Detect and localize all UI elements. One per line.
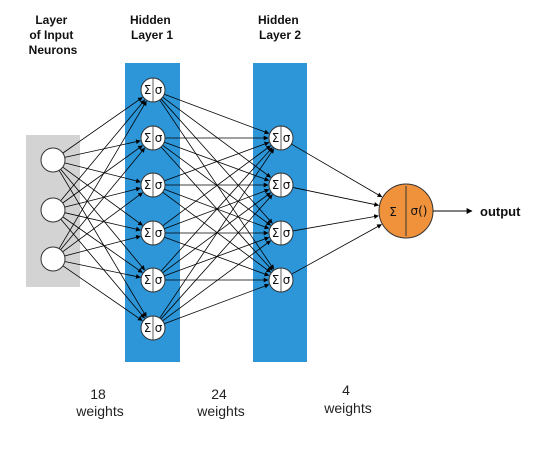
- sum-symbol: Σ: [144, 131, 152, 145]
- edge-input-2-h1-5: [62, 265, 143, 321]
- sigma-symbol: σ: [283, 273, 291, 287]
- sigma-symbol: σ: [155, 131, 163, 145]
- sigma-symbol: σ: [283, 131, 291, 145]
- output-sum-symbol: Σ: [389, 205, 397, 219]
- edge-h1-5-h2-2: [162, 240, 271, 322]
- edge-h1-0-h2-1: [162, 96, 271, 178]
- weights-label-1: 18 weights: [75, 386, 123, 419]
- output-neuron: Σ σ(): [378, 183, 434, 239]
- edge-h1-2-h2-0: [164, 141, 270, 182]
- output-label: output: [480, 204, 521, 219]
- edge-input-0-h1-4: [60, 168, 145, 271]
- hidden-layer-1-title: Hidden Layer 1: [130, 13, 174, 42]
- sigma-symbol: σ: [155, 226, 163, 240]
- edge-input-1-h1-5: [60, 218, 145, 319]
- sum-symbol: Σ: [144, 83, 152, 97]
- edge-h1-3-h2-0: [162, 145, 271, 227]
- edge-input-1-h1-2: [64, 186, 141, 208]
- hidden-layer-2-title: Hidden Layer 2: [258, 13, 302, 42]
- edge-h1-5-h2-3: [164, 283, 270, 325]
- input-neuron: [40, 246, 66, 272]
- sum-symbol: Σ: [144, 321, 152, 335]
- edge-h1-5-h2-0: [159, 148, 275, 319]
- edge-input-1-h1-4: [62, 216, 143, 273]
- edge-input-0-h1-2: [64, 162, 141, 184]
- input-layer-title: Layer of Input Neurons: [29, 13, 78, 57]
- edge-h1-4-h2-0: [160, 147, 273, 272]
- sigma-symbol: σ: [155, 178, 163, 192]
- sum-symbol: Σ: [272, 131, 280, 145]
- input-neuron: [40, 197, 66, 223]
- weights-label-2: 24 weights: [196, 386, 244, 419]
- sum-symbol: Σ: [272, 273, 280, 287]
- edge-h1-0-h2-0: [164, 93, 270, 135]
- edge-h1-0-h2-3: [159, 99, 275, 270]
- hidden-layer-2-panel: [253, 63, 307, 362]
- edge-h2-2-output: [292, 214, 379, 232]
- sigma-symbol: σ: [155, 83, 163, 97]
- edge-input-2-h1-2: [62, 192, 143, 253]
- edge-input-0-h1-0: [62, 97, 143, 154]
- output-activation-symbol: σ(): [411, 204, 428, 218]
- sigma-symbol: σ: [283, 178, 291, 192]
- edge-input-0-h1-3: [62, 166, 143, 226]
- sum-symbol: Σ: [144, 273, 152, 287]
- edge-input-1-h1-0: [60, 99, 145, 202]
- sum-symbol: Σ: [144, 226, 152, 240]
- edge-h1-5-h2-1: [160, 194, 273, 320]
- sigma-symbol: σ: [283, 226, 291, 240]
- edge-input-1-h1-3: [64, 212, 141, 232]
- sum-symbol: Σ: [272, 178, 280, 192]
- edge-input-1-h1-1: [62, 145, 143, 204]
- connection-lines: [58, 93, 383, 325]
- edge-h2-3-output: [291, 224, 382, 275]
- edge-h2-0-output: [291, 143, 383, 198]
- sigma-symbol: σ: [155, 321, 163, 335]
- edge-h2-1-output: [292, 187, 380, 207]
- edge-input-0-h1-1: [64, 139, 141, 158]
- sum-symbol: Σ: [272, 226, 280, 240]
- sigma-symbol: σ: [155, 273, 163, 287]
- edge-input-2-h1-0: [58, 100, 147, 249]
- weights-label-3: 4 weights: [323, 382, 371, 416]
- edge-input-2-h1-4: [64, 261, 141, 279]
- edge-input-2-h1-1: [60, 147, 146, 251]
- input-neuron: [40, 147, 66, 173]
- edge-h1-2-h2-3: [162, 191, 271, 273]
- edge-h1-4-h2-1: [162, 192, 271, 274]
- edge-input-2-h1-3: [64, 235, 141, 257]
- sum-symbol: Σ: [144, 178, 152, 192]
